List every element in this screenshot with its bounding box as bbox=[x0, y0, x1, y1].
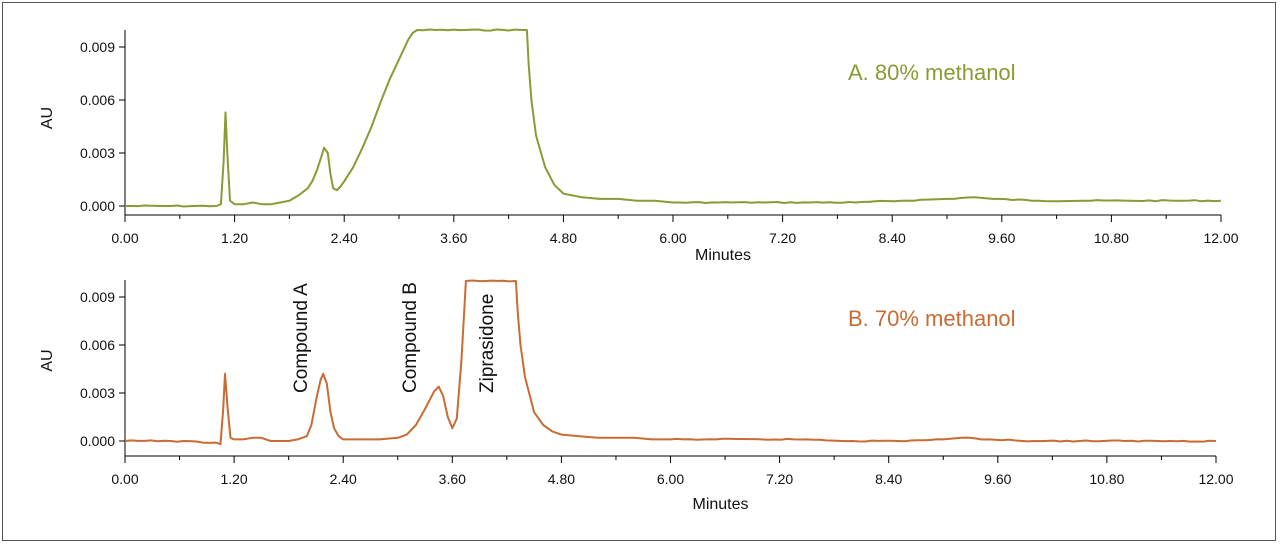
x-tick-label: 8.40 bbox=[875, 471, 902, 487]
x-tick-label: 10.80 bbox=[1094, 230, 1129, 246]
x-tick-label: 12.00 bbox=[1203, 230, 1238, 246]
chromatogram-trace bbox=[124, 279, 1217, 446]
y-tick-label: 0.009 bbox=[80, 39, 115, 55]
x-axis-title: Minutes bbox=[692, 496, 748, 513]
x-tick-label: 1.20 bbox=[221, 230, 248, 246]
x-tick-label: 2.40 bbox=[331, 230, 358, 246]
x-tick-label: 2.40 bbox=[330, 471, 357, 487]
x-tick-label: 0.00 bbox=[111, 230, 138, 246]
y-axis-title: AU bbox=[39, 349, 56, 371]
x-tick-label: 4.80 bbox=[548, 471, 575, 487]
y-tick-label: 0.000 bbox=[80, 198, 115, 214]
y-tick-label: 0.000 bbox=[80, 433, 115, 449]
peak-annotation: Compound A bbox=[291, 283, 312, 393]
y-tick-label: 0.006 bbox=[80, 92, 115, 108]
panel-label: B. 70% methanol bbox=[848, 306, 1016, 331]
chart-panel-a: 0.000 0.003 0.006 0.009 0.00 1.20 2.40 3.60 4.80… bbox=[39, 28, 1239, 264]
x-tick-label: 0.00 bbox=[111, 471, 138, 487]
x-tick-label: 1.20 bbox=[220, 471, 247, 487]
x-tick-label: 4.80 bbox=[550, 230, 577, 246]
x-axis-title: Minutes bbox=[695, 247, 751, 264]
x-tick-label: 7.20 bbox=[769, 230, 796, 246]
y-tick-label: 0.003 bbox=[80, 145, 115, 161]
panel-label: A. 80% methanol bbox=[848, 60, 1016, 85]
x-tick-label: 7.20 bbox=[766, 471, 793, 487]
x-tick-label: 9.60 bbox=[984, 471, 1011, 487]
x-tick-label: 9.60 bbox=[988, 230, 1015, 246]
peak-annotation: Ziprasidone bbox=[477, 294, 498, 393]
y-tick-label: 0.009 bbox=[80, 289, 115, 305]
x-tick-label: 3.60 bbox=[440, 230, 467, 246]
x-tick-label: 3.60 bbox=[439, 471, 466, 487]
chart-panel-b: 0.000 0.003 0.006 0.009 0.00 1.20 2.40 3.60 4.80… bbox=[39, 279, 1234, 513]
x-tick-label: 12.00 bbox=[1198, 471, 1233, 487]
y-tick-label: 0.006 bbox=[80, 337, 115, 353]
x-tick-label: 10.80 bbox=[1089, 471, 1124, 487]
x-tick-label: 6.00 bbox=[659, 230, 686, 246]
peak-annotation: Compound B bbox=[400, 282, 421, 393]
y-tick-label: 0.003 bbox=[80, 385, 115, 401]
x-tick-label: 8.40 bbox=[879, 230, 906, 246]
chromatogram-trace bbox=[125, 28, 1222, 208]
y-axis-title: AU bbox=[39, 107, 56, 129]
x-tick-label: 6.00 bbox=[657, 471, 684, 487]
